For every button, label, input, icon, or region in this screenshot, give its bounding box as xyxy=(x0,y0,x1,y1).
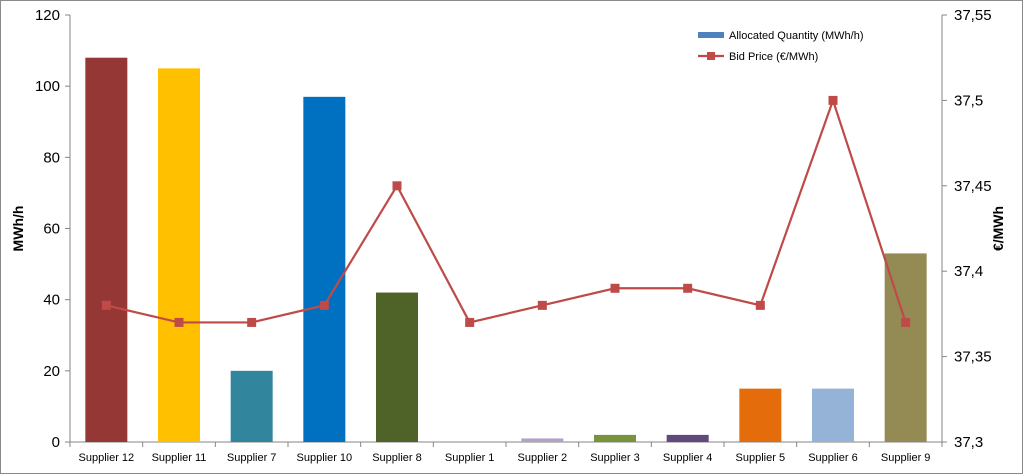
x-tick-label: Supplier 6 xyxy=(808,452,858,464)
x-tick-label: Supplier 10 xyxy=(297,452,353,464)
bid-price-point xyxy=(392,181,402,191)
bid-price-point xyxy=(319,300,329,310)
left-tick-label: 100 xyxy=(35,78,60,95)
x-tick-label: Supplier 9 xyxy=(881,452,931,464)
bar-supplier-2 xyxy=(521,438,564,442)
bid-price-point xyxy=(610,283,620,293)
bar-supplier-12 xyxy=(85,57,128,442)
x-tick-label: Supplier 4 xyxy=(663,452,713,464)
legend-marker-price xyxy=(707,52,715,60)
price-line xyxy=(101,95,911,327)
right-tick-label: 37,5 xyxy=(954,92,983,109)
bid-price-line xyxy=(106,96,907,324)
left-tick-label: 60 xyxy=(43,221,60,238)
bars xyxy=(85,57,927,442)
x-tick-label: Supplier 11 xyxy=(152,452,207,464)
bid-price-point xyxy=(465,317,475,327)
x-tick-label: Supplier 3 xyxy=(590,452,640,464)
bid-price-point xyxy=(101,300,111,310)
bar-supplier-10 xyxy=(303,96,346,442)
bid-price-point xyxy=(683,283,693,293)
bar-supplier-3 xyxy=(594,434,636,442)
left-tick-label: 0 xyxy=(52,434,60,451)
right-tick-label: 37,35 xyxy=(954,349,992,366)
bid-price-point xyxy=(247,317,257,327)
bid-price-point xyxy=(174,317,184,327)
x-tick-label: Supplier 1 xyxy=(445,452,495,464)
left-tick-label: 80 xyxy=(43,149,60,166)
left-tick-label: 40 xyxy=(43,292,60,309)
x-tick-label: Supplier 12 xyxy=(79,452,135,464)
x-tick-label: Supplier 2 xyxy=(518,452,568,464)
legend-label-price: Bid Price (€/MWh) xyxy=(729,51,818,63)
bar-supplier-5 xyxy=(739,388,782,442)
bar-supplier-11 xyxy=(158,68,200,442)
left-tick-label: 120 xyxy=(35,7,60,24)
bar-supplier-4 xyxy=(666,434,709,442)
labels: 0 20 40 60 80 100 120 37,3 37,35 37,4 37,45 37,5 37,… xyxy=(10,7,1006,464)
legend-label-quantity: Allocated Quantity (MWh/h) xyxy=(729,30,864,42)
bar-supplier-8 xyxy=(376,292,418,442)
bid-price-point xyxy=(828,95,838,105)
right-tick-label: 37,4 xyxy=(954,263,983,280)
right-tick-label: 37,55 xyxy=(954,7,992,24)
y2-axis-title: €/MWh xyxy=(990,206,1006,251)
x-tick-label: Supplier 5 xyxy=(736,452,786,464)
axes xyxy=(65,14,947,447)
legend-swatch-quantity xyxy=(698,32,724,38)
bid-price-point xyxy=(901,317,911,327)
x-tick-label: Supplier 8 xyxy=(372,452,422,464)
bar-supplier-6 xyxy=(812,388,854,442)
bid-price-point xyxy=(755,300,765,310)
right-tick-label: 37,3 xyxy=(954,434,983,451)
bar-supplier-7 xyxy=(230,370,273,442)
left-tick-label: 20 xyxy=(43,363,60,380)
x-tick-label: Supplier 7 xyxy=(227,452,277,464)
y-axis-title: MWh/h xyxy=(10,206,26,252)
right-tick-label: 37,45 xyxy=(954,178,992,195)
bar-supplier-9 xyxy=(884,253,927,442)
legend: Allocated Quantity (MWh/h) Bid Price (€/M… xyxy=(698,30,864,63)
bid-price-point xyxy=(537,300,547,310)
